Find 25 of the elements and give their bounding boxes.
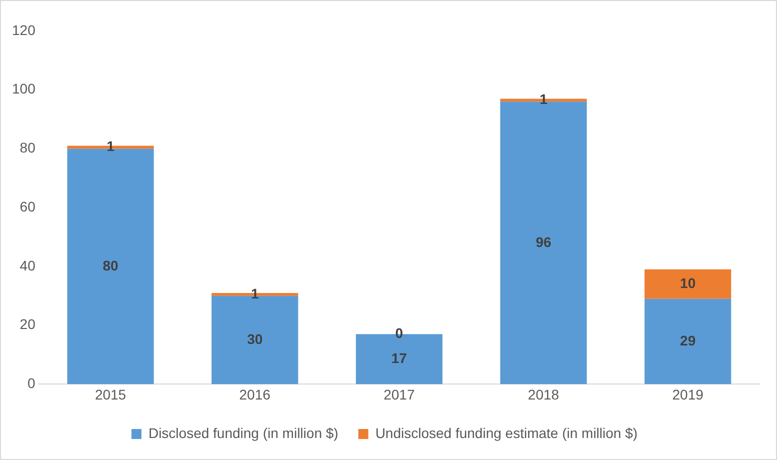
legend-label: Undisclosed funding estimate (in million $) (375, 424, 638, 441)
data-label: 1 (540, 91, 548, 108)
data-label: 1 (250, 285, 259, 302)
y-tick-label: 100 (12, 80, 36, 97)
y-tick-label: 120 (12, 22, 36, 38)
x-tick-label: 2018 (528, 386, 560, 402)
y-tick-label: 20 (20, 316, 36, 332)
bar (644, 269, 732, 299)
bar (644, 298, 732, 384)
y-tick-label: 60 (20, 198, 36, 214)
y-tick-label: 40 (20, 257, 36, 274)
x-tick-label: 2017 (384, 386, 415, 402)
data-label: 80 (102, 257, 119, 274)
data-label: 30 (247, 330, 263, 347)
x-tick-label: 2016 (239, 386, 271, 402)
x-tick-label: 2019 (672, 386, 704, 402)
y-tick-label: 80 (20, 140, 36, 156)
data-label: 17 (391, 350, 408, 366)
legend-label: Disclosed funding (in million $) (148, 424, 338, 441)
data-label: 10 (680, 274, 696, 291)
data-label: 29 (680, 332, 696, 348)
data-label: 96 (536, 234, 552, 250)
y-tick-label: 0 (28, 375, 36, 392)
x-tick-label: 2015 (94, 386, 126, 402)
data-label: 1 (106, 138, 115, 154)
